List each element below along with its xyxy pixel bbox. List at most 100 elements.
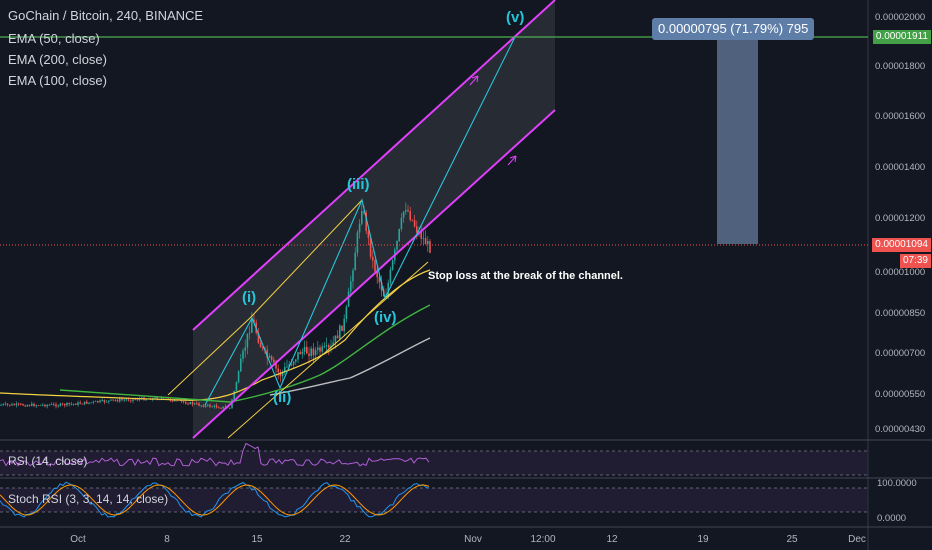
candle-body bbox=[290, 364, 293, 366]
x-tick-label: Nov bbox=[464, 534, 482, 545]
candle-body bbox=[22, 404, 24, 406]
candle-body bbox=[310, 348, 312, 357]
candle-body bbox=[92, 401, 95, 403]
symbol-title[interactable]: GoChain / Bitcoin, 240, BINANCE bbox=[8, 8, 204, 23]
x-tick-label: 25 bbox=[786, 534, 798, 545]
candle-body bbox=[427, 241, 429, 245]
candle-body bbox=[369, 237, 372, 257]
candle-body bbox=[411, 219, 414, 221]
channel-yellow-mid bbox=[249, 199, 363, 319]
candle-body bbox=[341, 325, 343, 331]
candle-body bbox=[37, 405, 40, 407]
candle-body bbox=[204, 405, 207, 407]
stoch-tick-label: 0.0000 bbox=[877, 513, 906, 524]
countdown-tag: 07:39 bbox=[899, 254, 931, 268]
channel-lower-line bbox=[192, 109, 556, 439]
candle-body bbox=[312, 348, 315, 356]
y-tick-label: 0.00001600 bbox=[875, 111, 925, 122]
candle-body bbox=[343, 318, 345, 331]
candle-body bbox=[66, 402, 68, 406]
rsi-band bbox=[0, 451, 868, 475]
candle-body bbox=[409, 211, 411, 220]
candle-body bbox=[429, 241, 431, 253]
candle-body bbox=[35, 405, 37, 407]
candle-body bbox=[125, 399, 128, 401]
candle-body bbox=[391, 260, 394, 270]
measure-label[interactable]: 0.00000795 (71.79%) 795 bbox=[652, 18, 815, 40]
stop-loss-note: Stop loss at the break of the channel. bbox=[428, 270, 623, 282]
candle-body bbox=[50, 404, 53, 406]
candle-body bbox=[365, 212, 367, 232]
rsi-label[interactable]: RSI (14, close) bbox=[8, 454, 88, 468]
stoch-rsi-label[interactable]: Stoch RSI (3, 3, 14, 14, close) bbox=[8, 492, 169, 506]
candle-body bbox=[328, 345, 330, 348]
stoch-rsi-pane[interactable] bbox=[0, 481, 868, 518]
candle-body bbox=[127, 399, 130, 401]
channel-arrow bbox=[507, 155, 517, 166]
candle-body bbox=[321, 346, 323, 352]
candle-body bbox=[187, 403, 189, 405]
candle-body bbox=[325, 345, 328, 347]
candle-body bbox=[160, 398, 163, 400]
candle-body bbox=[57, 405, 59, 407]
candle-body bbox=[319, 347, 321, 352]
x-tick-label: 8 bbox=[164, 534, 170, 545]
candle-body bbox=[11, 404, 13, 406]
candle-body bbox=[277, 368, 279, 373]
price-axis[interactable] bbox=[868, 0, 932, 550]
candle-body bbox=[42, 404, 44, 406]
candle-body bbox=[88, 402, 90, 404]
y-tick-label: 0.00001400 bbox=[875, 162, 925, 173]
candle-body bbox=[336, 335, 339, 339]
candle-body bbox=[323, 346, 326, 348]
candle-body bbox=[273, 359, 275, 363]
candle-body bbox=[292, 361, 295, 365]
candle-body bbox=[26, 405, 29, 407]
candle-body bbox=[123, 399, 125, 401]
candle-body bbox=[422, 238, 425, 239]
candle-body bbox=[110, 399, 112, 401]
candle-body bbox=[233, 391, 235, 400]
candle-body bbox=[15, 403, 18, 406]
candle-body bbox=[380, 282, 383, 291]
candle-body bbox=[77, 402, 79, 405]
ema-100-legend[interactable]: EMA (100, close) bbox=[8, 73, 107, 88]
candle-body bbox=[132, 399, 134, 401]
candle-body bbox=[299, 352, 301, 355]
candle-body bbox=[189, 402, 191, 405]
candle-body bbox=[59, 403, 62, 406]
candle-body bbox=[244, 347, 246, 351]
candle-body bbox=[193, 403, 196, 405]
candle-body bbox=[330, 345, 332, 348]
rsi-pane[interactable] bbox=[0, 442, 868, 476]
candle-body bbox=[72, 403, 75, 405]
candle-body bbox=[33, 403, 35, 407]
candle-body bbox=[213, 405, 216, 407]
candle-body bbox=[114, 399, 117, 401]
x-tick-label: 12:00 bbox=[530, 534, 555, 545]
candle-body bbox=[297, 352, 299, 360]
ema-50-legend[interactable]: EMA (50, close) bbox=[8, 31, 100, 46]
candle-body bbox=[240, 358, 242, 372]
candle-body bbox=[200, 405, 202, 407]
candle-body bbox=[270, 356, 273, 360]
measure-box bbox=[717, 40, 758, 244]
candle-body bbox=[354, 252, 356, 271]
candle-body bbox=[171, 400, 174, 402]
candle-body bbox=[61, 403, 64, 405]
candle-body bbox=[378, 277, 381, 283]
candle-body bbox=[44, 404, 46, 407]
candle-body bbox=[136, 399, 139, 401]
candle-body bbox=[112, 399, 114, 401]
ema-200-legend[interactable]: EMA (200, close) bbox=[8, 52, 107, 67]
candle-body bbox=[17, 403, 20, 405]
y-tick-label: 0.00000700 bbox=[875, 348, 925, 359]
candle-body bbox=[251, 319, 253, 333]
candle-body bbox=[211, 406, 213, 408]
candle-body bbox=[218, 407, 220, 409]
candle-body bbox=[46, 404, 48, 407]
candle-body bbox=[174, 399, 176, 402]
candle-body bbox=[167, 398, 169, 400]
